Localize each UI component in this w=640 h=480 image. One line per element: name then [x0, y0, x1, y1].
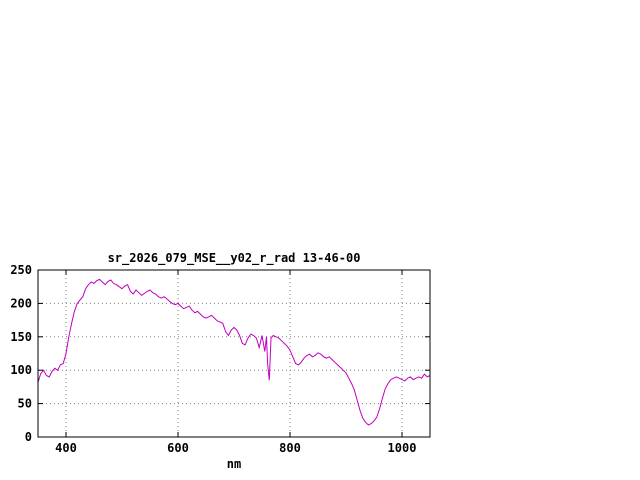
y-tick-label: 100	[10, 363, 32, 377]
plot-border	[37, 269, 431, 438]
chart-title: sr_2026_079_MSE__y02_r_rad 13-46-00	[108, 251, 361, 266]
y-tick-label: 0	[25, 430, 32, 444]
y-tick-label: 200	[10, 296, 32, 310]
y-tick-label: 250	[10, 263, 32, 277]
y-tick-label: 150	[10, 330, 32, 344]
axis-tick-labels-layer: 400 600 800 1000 0 50 100 150 200 250	[10, 263, 416, 455]
axis-ticks-layer	[38, 269, 430, 438]
x-axis-label: nm	[227, 457, 241, 471]
y-tick-label: 50	[18, 397, 32, 411]
x-tick-label: 600	[167, 441, 189, 455]
x-tick-label: 800	[279, 441, 301, 455]
x-tick-label: 400	[55, 441, 77, 455]
series-polyline	[37, 278, 431, 426]
x-tick-label: 1000	[388, 441, 417, 455]
plot-border-layer	[37, 269, 431, 438]
data-series-layer	[37, 278, 431, 426]
grid-lines	[38, 270, 430, 437]
